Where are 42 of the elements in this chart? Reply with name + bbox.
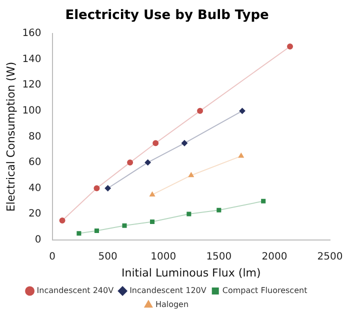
legend-label: Compact Fluorescent [222,286,308,296]
legend-label: Incandescent 120V [130,286,207,296]
point [238,153,244,158]
point [127,159,134,166]
point [144,159,151,166]
chart-title: Electricity Use by Bulb Type [65,8,269,24]
y-tick-label: 140 [22,54,42,65]
point [76,231,82,236]
point [122,223,127,228]
x-tick-label: 500 [98,251,118,262]
y-axis-title: Electrical Consumption (W) [4,62,18,212]
x-tick-label: 1500 [206,251,232,262]
x-tick-label: 0 [49,251,56,262]
point [197,108,204,114]
point [150,219,155,224]
point [188,172,194,178]
y-tick-label: 60 [28,157,42,168]
y-tick-label: 40 [28,182,42,194]
x-tick-label: 1000 [150,251,176,262]
point [150,192,155,196]
point [94,185,100,192]
y-tick-label: 100 [22,106,42,117]
point [94,228,99,234]
point [216,208,222,212]
point [239,108,246,114]
y-tick-label: 20 [28,208,42,220]
y-tick-label: 0 [34,234,42,246]
point [104,185,111,192]
point [181,140,188,146]
point [186,212,192,216]
x-tick-label: 2000 [262,251,288,262]
legend-label: Incandescent 240V [36,286,114,296]
legend-label: Halogen [155,300,189,310]
point [261,198,266,204]
y-tick-label: 120 [22,80,42,91]
y-tick-label: 80 [28,131,42,142]
point [152,140,159,146]
y-tick-label: 160 [22,28,42,40]
point [287,43,294,50]
point [59,217,66,224]
x-tick-label: 2500 [317,251,343,262]
x-axis-title: Initial Luminous Flux (lm) [122,266,261,280]
